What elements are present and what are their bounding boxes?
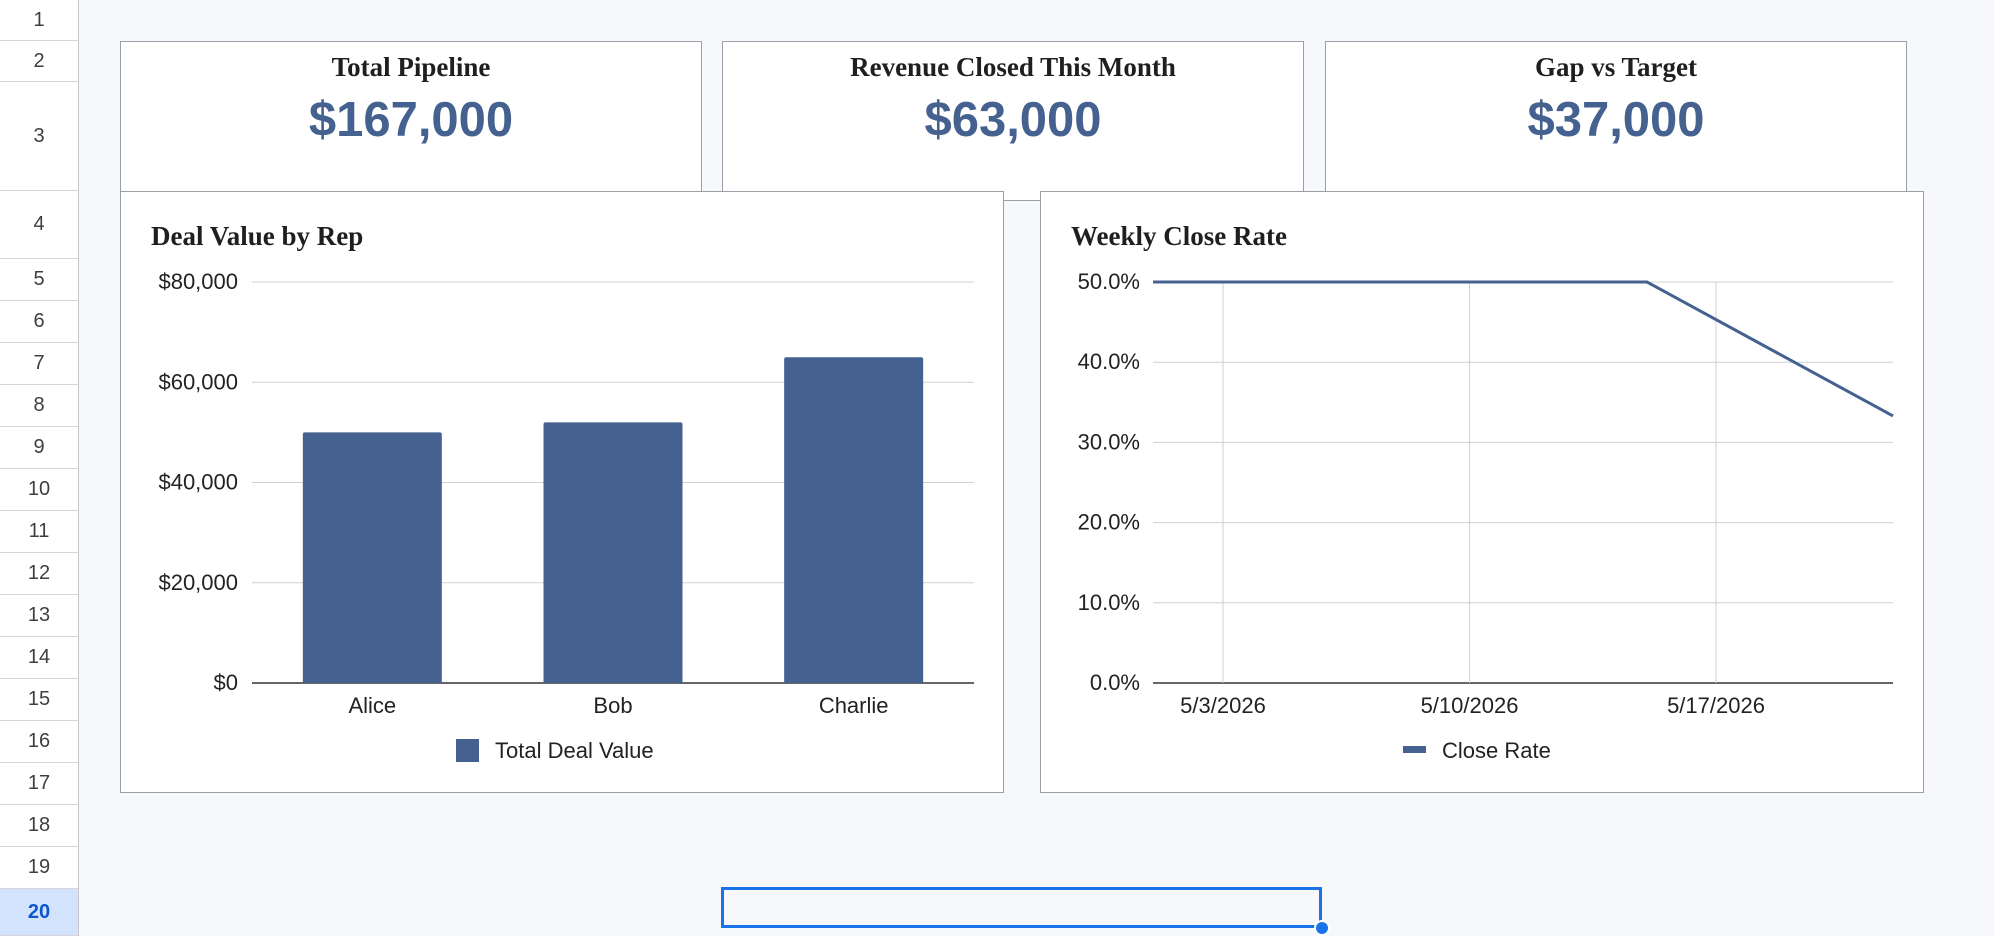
y-tick-label: $0	[214, 670, 238, 695]
kpi-card: Revenue Closed This Month $63,000	[722, 41, 1304, 201]
x-tick-label: Charlie	[819, 693, 889, 718]
kpi-card: Gap vs Target $37,000	[1325, 41, 1907, 201]
row-header-8[interactable]: 8	[0, 385, 78, 427]
y-tick-label: 50.0%	[1078, 269, 1140, 294]
y-tick-label: 40.0%	[1078, 349, 1140, 374]
active-cell-selection[interactable]	[721, 887, 1322, 928]
x-tick-label: 5/10/2026	[1421, 693, 1519, 718]
deal-value-chart[interactable]: Deal Value by Rep $0 $20,000 $40,000 $60,000…	[120, 191, 1004, 793]
row-header-9[interactable]: 9	[0, 427, 78, 469]
row-header-10[interactable]: 10	[0, 469, 78, 511]
row-header-15[interactable]: 15	[0, 679, 78, 721]
fill-handle[interactable]	[1314, 920, 1330, 936]
kpi-value: $167,000	[308, 93, 514, 147]
y-tick-label: 0.0%	[1090, 670, 1140, 695]
row-header-6[interactable]: 6	[0, 301, 78, 343]
bar	[302, 432, 442, 683]
row-header-12[interactable]: 12	[0, 553, 78, 595]
row-header-11[interactable]: 11	[0, 511, 78, 553]
kpi-title: Gap vs Target	[1534, 52, 1698, 82]
y-tick-label: $60,000	[158, 369, 238, 394]
chart-title: Weekly Close Rate	[1071, 221, 1287, 251]
series-line	[1153, 280, 1894, 418]
row-header-5[interactable]: 5	[0, 259, 78, 301]
row-header-4[interactable]: 4	[0, 191, 78, 259]
row-header-18[interactable]: 18	[0, 805, 78, 847]
kpi-value: $63,000	[924, 93, 1102, 147]
weekly-close-rate-chart[interactable]: Weekly Close Rate 0.0% 10.0% 20.0% 30.0% 40.0…	[1040, 191, 1924, 793]
row-header-2[interactable]: 2	[0, 41, 78, 82]
kpi-title: Total Pipeline	[331, 52, 491, 82]
x-tick-label: Alice	[348, 693, 396, 718]
x-tick-label: 5/3/2026	[1180, 693, 1266, 718]
row-header: 1 2 3 4 5 6 7 8 9 10 11 12 13 14 15 16 17 18 19 20	[0, 0, 79, 936]
legend-swatch	[456, 739, 479, 762]
row-header-1[interactable]: 1	[0, 0, 78, 41]
row-header-16[interactable]: 16	[0, 721, 78, 763]
row-header-3[interactable]: 3	[0, 82, 78, 191]
kpi-title: Revenue Closed This Month	[850, 52, 1176, 82]
legend-label: Total Deal Value	[495, 738, 654, 763]
row-header-19[interactable]: 19	[0, 847, 78, 889]
legend-swatch	[1403, 746, 1426, 753]
y-tick-label: 30.0%	[1078, 429, 1140, 454]
x-tick-label: 5/17/2026	[1667, 693, 1765, 718]
row-header-13[interactable]: 13	[0, 595, 78, 637]
row-header-20[interactable]: 20	[0, 889, 78, 936]
bar	[784, 357, 924, 683]
y-tick-label: $80,000	[158, 269, 238, 294]
kpi-value: $37,000	[1527, 93, 1705, 147]
chart-title: Deal Value by Rep	[151, 221, 363, 251]
y-tick-label: 20.0%	[1078, 510, 1140, 535]
row-header-14[interactable]: 14	[0, 637, 78, 679]
bar	[543, 422, 683, 683]
y-tick-label: $40,000	[158, 470, 238, 495]
row-header-7[interactable]: 7	[0, 343, 78, 385]
weekly-close-rate-chart-svg: Weekly Close Rate 0.0% 10.0% 20.0% 30.0% 40.0…	[1071, 221, 1894, 763]
y-tick-label: $20,000	[158, 570, 238, 595]
row-header-17[interactable]: 17	[0, 763, 78, 805]
kpi-card: Total Pipeline $167,000	[120, 41, 702, 201]
legend-label: Close Rate	[1442, 738, 1551, 763]
y-tick-label: 10.0%	[1078, 590, 1140, 615]
x-tick-label: Bob	[593, 693, 632, 718]
deal-value-chart-svg: Deal Value by Rep $0 $20,000 $40,000 $60,000…	[151, 221, 974, 763]
